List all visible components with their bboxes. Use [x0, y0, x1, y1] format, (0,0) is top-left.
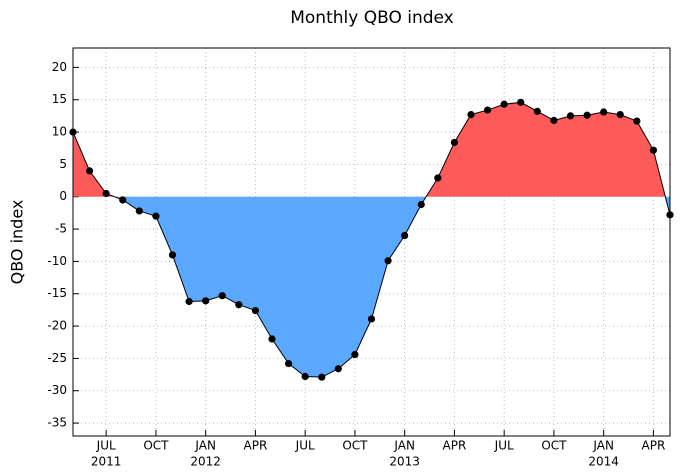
data-point: [318, 373, 326, 381]
data-point: [367, 315, 376, 323]
data-point: [450, 138, 459, 147]
x-tick-label: OCT: [541, 439, 567, 453]
data-point: [351, 350, 359, 359]
y-tick-label: -5: [55, 222, 67, 236]
data-point: [235, 301, 243, 309]
data-point: [517, 98, 525, 106]
y-tick-label: -35: [47, 416, 67, 430]
data-point: [533, 107, 541, 115]
x-year-label: 2011: [91, 455, 122, 469]
x-tick-label: OCT: [143, 439, 169, 453]
y-tick-label: 15: [52, 92, 67, 106]
data-point: [218, 292, 226, 300]
x-year-label: 2013: [389, 455, 420, 469]
y-tick-label: -10: [47, 254, 67, 268]
data-point: [467, 111, 475, 119]
y-tick-label: 0: [59, 189, 67, 203]
y-tick-label: -25: [47, 351, 67, 365]
data-point: [284, 359, 293, 368]
data-point: [168, 251, 177, 259]
x-tick-label: JAN: [393, 439, 415, 453]
x-tick-label: JAN: [592, 439, 614, 453]
data-point: [633, 117, 641, 125]
y-tick-label: 20: [52, 60, 67, 74]
x-tick-label: OCT: [342, 439, 368, 453]
y-tick-label: -30: [47, 383, 67, 397]
data-point: [268, 335, 276, 343]
chart-title: Monthly QBO index: [290, 8, 454, 28]
x-tick-label: JAN: [194, 439, 216, 453]
x-tick-label: JUL: [96, 439, 116, 453]
data-point: [600, 108, 608, 116]
x-year-label: 2012: [190, 455, 221, 469]
data-point: [251, 306, 260, 315]
data-point: [384, 257, 392, 265]
x-tick-label: JUL: [295, 439, 315, 453]
data-point: [401, 231, 409, 240]
data-point: [550, 116, 558, 125]
x-tick-label: APR: [244, 439, 268, 453]
data-point: [85, 167, 94, 175]
data-point: [583, 111, 591, 119]
data-point: [434, 174, 442, 182]
data-point: [649, 146, 658, 154]
data-point: [202, 297, 210, 305]
data-point: [119, 196, 127, 204]
data-point: [152, 212, 160, 220]
data-point: [566, 112, 575, 120]
y-tick-label: 10: [52, 125, 67, 139]
y-tick-label: -20: [47, 319, 67, 333]
data-point: [500, 100, 508, 108]
y-tick-label: 5: [59, 157, 67, 171]
x-tick-label: APR: [642, 439, 666, 453]
y-axis-title: QBO index: [8, 200, 27, 285]
plot-frame: [72, 47, 671, 437]
x-year-label: 2014: [588, 455, 619, 469]
data-point: [102, 189, 110, 198]
data-point: [483, 106, 492, 114]
x-tick-label: APR: [443, 439, 467, 453]
y-tick-label: -15: [47, 286, 67, 300]
data-point: [616, 111, 624, 119]
positive-area: [73, 102, 670, 197]
data-point: [135, 207, 143, 215]
x-tick-label: JUL: [494, 439, 514, 453]
data-point: [185, 297, 193, 306]
data-point: [334, 365, 342, 373]
data-point: [301, 372, 309, 381]
negative-area: [114, 196, 670, 378]
data-point: [417, 200, 425, 209]
